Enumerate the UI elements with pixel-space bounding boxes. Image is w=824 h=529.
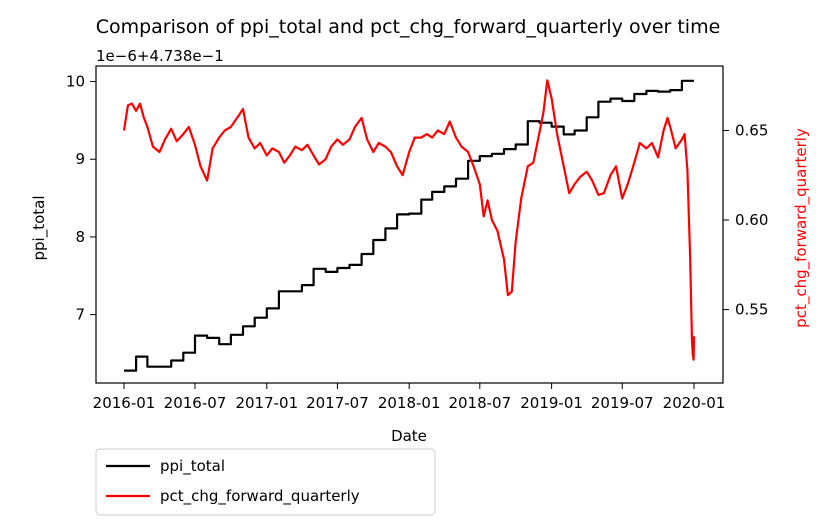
legend-label-pct-chg: pct_chg_forward_quarterly bbox=[160, 487, 360, 506]
x-tick-label: 2018-01 bbox=[378, 394, 441, 412]
x-tick-label: 2017-01 bbox=[235, 394, 298, 412]
x-tick-label: 2017-07 bbox=[306, 394, 369, 412]
right-axis-label: pct_chg_forward_quarterly bbox=[792, 128, 811, 328]
left-tick-label: 8 bbox=[75, 228, 85, 246]
right-tick-label: 0.55 bbox=[735, 301, 768, 319]
x-tick-label: 2018-07 bbox=[448, 394, 511, 412]
x-tick-label: 2019-07 bbox=[591, 394, 654, 412]
right-tick-label: 0.60 bbox=[735, 211, 768, 229]
left-tick-label: 10 bbox=[66, 73, 85, 91]
series-line-ppi-total bbox=[124, 79, 694, 372]
chart-title: Comparison of ppi_total and pct_chg_forw… bbox=[96, 16, 721, 38]
x-tick-label: 2016-01 bbox=[93, 394, 156, 412]
x-tick-label: 2020-01 bbox=[663, 394, 726, 412]
right-y-axis: 0.55 0.60 0.65 bbox=[723, 121, 768, 319]
series-layer bbox=[122, 79, 696, 372]
left-axis-offset-text: 1e−6+4.738e−1 bbox=[96, 47, 224, 65]
x-axis: 2016-01 2016-07 2017-01 2017-07 2018-01 2018-… bbox=[93, 383, 726, 412]
left-y-axis: 7 8 9 10 bbox=[66, 73, 96, 324]
series-line-pct-chg-forward-quarterly bbox=[122, 79, 696, 361]
right-tick-label: 0.65 bbox=[735, 121, 768, 139]
x-tick-label: 2016-07 bbox=[164, 394, 227, 412]
legend: ppi_total pct_chg_forward_quarterly bbox=[95, 448, 436, 516]
plot-area bbox=[95, 65, 724, 384]
left-tick-label: 9 bbox=[75, 150, 85, 168]
legend-label-ppi-total: ppi_total bbox=[160, 457, 225, 476]
left-tick-label: 7 bbox=[75, 306, 85, 324]
left-axis-label: ppi_total bbox=[30, 195, 49, 260]
legend-frame bbox=[95, 448, 436, 516]
x-axis-label: Date bbox=[391, 427, 427, 445]
x-tick-label: 2019-01 bbox=[520, 394, 583, 412]
